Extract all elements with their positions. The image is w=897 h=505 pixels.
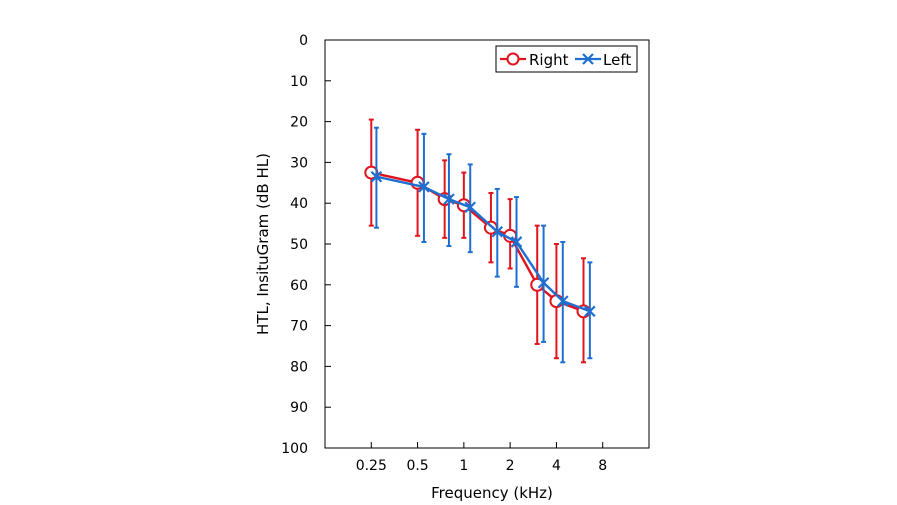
x-tick-label: 1 [459,458,468,474]
x-tick-label: 0.5 [406,458,428,474]
data-point [491,225,504,238]
data-point [510,236,523,248]
y-tick-label: 80 [290,359,308,375]
data-point-stroke [464,201,476,214]
data-point [443,193,455,205]
data-point-stroke [510,236,523,248]
legend-right-marker [506,52,520,66]
x-axis-title: Frequency (kHz) [431,484,553,502]
y-tick-label: 60 [290,278,308,294]
data-point [584,305,596,318]
data-point [537,276,550,289]
legend-right-label: Right [529,51,569,69]
data-point-stroke [584,305,596,318]
x-tick-label: 4 [552,458,561,474]
y-tick-label: 40 [290,196,308,212]
series-left [370,126,596,364]
x-axis: 0.25 0.5 1 2 4 8 [356,442,607,474]
y-tick-label: 100 [281,441,308,457]
plot-frame [324,39,650,449]
data-point-stroke [418,181,430,193]
y-axis: 0 10 20 30 40 50 60 70 80 90 100 [281,33,331,457]
y-tick-label: 70 [290,319,308,335]
data-point-stroke [443,193,455,205]
series-right [364,118,591,364]
y-tick-label: 0 [299,33,308,49]
data-point-stroke [557,295,569,307]
series-layer [364,118,596,364]
legend-left-marker [582,53,594,65]
legend: Right Left [495,45,638,73]
data-point [549,294,564,309]
y-tick-label: 30 [290,155,308,171]
data-point [464,201,476,214]
data-point [370,170,383,183]
y-tick-label: 10 [290,74,308,90]
y-tick-label: 50 [290,237,308,253]
x-tick-label: 2 [506,458,515,474]
y-tick-label: 20 [290,115,308,131]
data-point [418,181,430,193]
data-point-stroke [370,170,383,183]
data-point-stroke [537,276,550,289]
y-tick-label: 90 [290,400,308,416]
legend-left-label: Left [603,51,631,69]
y-axis-title: HTL, InsituGram (dB HL) [254,153,272,335]
data-point [557,295,569,307]
data-point-stroke [491,225,504,238]
x-tick-label: 8 [598,458,607,474]
x-tick-label: 0.25 [356,458,387,474]
